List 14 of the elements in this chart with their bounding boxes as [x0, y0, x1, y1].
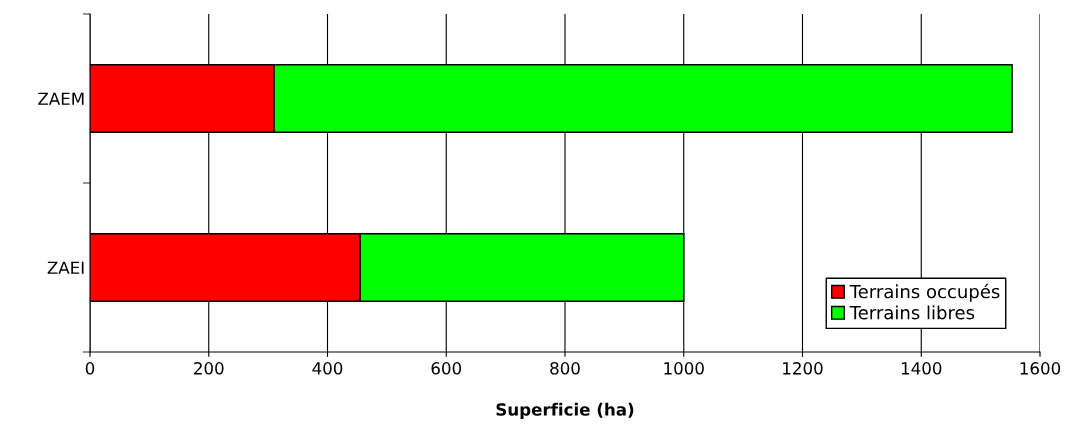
x-tick-label: 600 — [431, 362, 462, 375]
x-tick-label: 400 — [312, 362, 343, 375]
x-tick-label: 1400 — [901, 362, 942, 375]
x-tick-label: 800 — [550, 362, 580, 375]
y-tick-label: ZAEI — [47, 261, 84, 274]
x-tick-label: 200 — [194, 362, 224, 375]
legend-label: Terrains libres — [849, 305, 975, 320]
x-tick-label: 1200 — [783, 362, 823, 375]
x-tick-label: 0 — [85, 362, 95, 375]
x-tick-label: 1000 — [664, 362, 704, 375]
x-axis-title: Superficie (ha) — [496, 402, 634, 419]
legend-label: Terrains occupés — [849, 283, 1000, 302]
x-tick-label: 1600 — [1020, 362, 1061, 375]
y-tick-label: ZAEM — [38, 92, 84, 105]
